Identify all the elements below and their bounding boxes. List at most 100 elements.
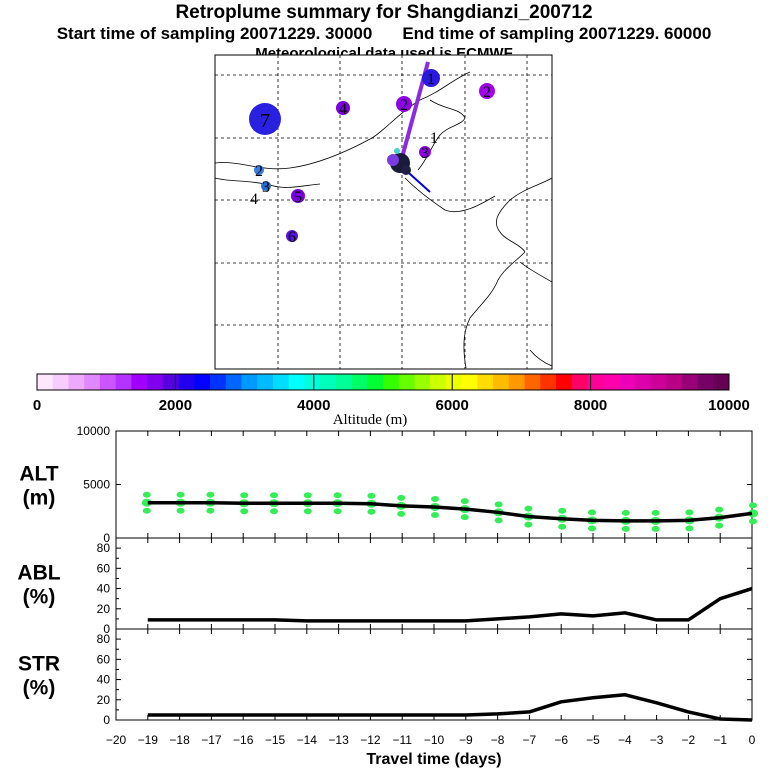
alt-scatter-point bbox=[333, 508, 342, 515]
colorbar-segment bbox=[430, 374, 447, 390]
alt-scatter-point bbox=[715, 506, 724, 513]
alt-scatter-point bbox=[749, 518, 757, 525]
y-tick-label: 20 bbox=[97, 693, 111, 707]
x-tick-label: −17 bbox=[201, 733, 222, 747]
panel-ylabel-unit: (%) bbox=[23, 677, 56, 700]
x-tick-label: −6 bbox=[554, 733, 568, 747]
panel-ylabel-unit: (%) bbox=[23, 586, 56, 609]
alt-scatter-point bbox=[270, 508, 278, 515]
colorbar-segment bbox=[210, 374, 227, 390]
x-tick-label: −3 bbox=[650, 733, 664, 747]
colorbar-segment bbox=[524, 374, 541, 390]
alt-scatter-point bbox=[524, 521, 533, 528]
cluster-label: 2 bbox=[483, 84, 491, 101]
alt-scatter-point bbox=[142, 507, 151, 514]
cluster-dot bbox=[422, 69, 440, 87]
colorbar-segment bbox=[37, 374, 54, 390]
alt-scatter-point bbox=[206, 507, 215, 514]
x-tick-label: −9 bbox=[459, 733, 473, 747]
y-tick-label: 60 bbox=[97, 652, 111, 666]
alt-scatter-point bbox=[748, 509, 758, 518]
release-marker bbox=[387, 154, 399, 166]
cluster-dot bbox=[479, 83, 495, 99]
y-tick-label: 0 bbox=[103, 622, 110, 636]
y-tick-label: 0 bbox=[103, 713, 110, 727]
alt-scatter-point bbox=[270, 492, 278, 499]
y-tick-label: 0 bbox=[103, 531, 110, 545]
map-grid bbox=[215, 55, 552, 369]
x-tick-label: −16 bbox=[233, 733, 254, 747]
cluster-2: 2 bbox=[254, 163, 264, 180]
map-frame bbox=[214, 54, 553, 370]
colorbar-segment bbox=[398, 374, 415, 390]
cluster-2: 2 bbox=[479, 83, 495, 101]
x-tick-label: −12 bbox=[360, 733, 381, 747]
colorbar-segment bbox=[383, 374, 400, 390]
colorbar-segment bbox=[335, 374, 353, 390]
alt-scatter-point bbox=[524, 505, 533, 512]
x-tick-label: −20 bbox=[106, 733, 127, 747]
x-tick-label: −2 bbox=[682, 733, 696, 747]
alt-scatter-point bbox=[142, 491, 151, 498]
colorbar-segment bbox=[225, 374, 242, 390]
alt-scatter-point bbox=[621, 509, 630, 516]
colorbar-segment bbox=[477, 374, 494, 390]
cluster-3: 3 bbox=[261, 179, 271, 196]
alt-scatter-point bbox=[240, 508, 249, 515]
colorbar-tick-label: 2000 bbox=[159, 397, 192, 414]
alt-scatter-point bbox=[621, 525, 630, 532]
cluster-4: 4 bbox=[250, 191, 258, 208]
y-tick-label: 40 bbox=[97, 582, 111, 596]
colorbar-segment bbox=[618, 374, 636, 390]
series-line-str bbox=[147, 692, 753, 722]
alt-scatter-point bbox=[558, 523, 567, 530]
cluster-3: 3 bbox=[419, 145, 431, 162]
colorbar-segment bbox=[650, 374, 667, 390]
panel-frame bbox=[115, 537, 753, 630]
alt-scatter-point bbox=[206, 491, 215, 498]
cluster-2: 2 bbox=[396, 96, 412, 114]
colorbar-segment bbox=[587, 374, 604, 390]
end-time-label: End time of sampling 20071229. 60000 bbox=[402, 24, 712, 43]
alt-scatter-point bbox=[303, 492, 312, 499]
colorbar-segment bbox=[115, 374, 132, 390]
x-tick-label: −14 bbox=[297, 733, 318, 747]
cluster-label: 2 bbox=[400, 97, 408, 114]
colorbar-segment bbox=[68, 374, 85, 390]
alt-scatter-point bbox=[367, 492, 376, 499]
colorbar-segment bbox=[52, 374, 69, 390]
cluster-label: 1 bbox=[427, 71, 435, 88]
y-tick-label: 5000 bbox=[83, 478, 110, 492]
y-tick-label: 20 bbox=[97, 602, 111, 616]
colorbar-segment bbox=[99, 374, 117, 390]
altitude-colorbar: 0 2000 4000 6000 8000 10000 Altitude (m) bbox=[33, 373, 750, 428]
cluster-7: 7 bbox=[249, 103, 281, 135]
colorbar-tick-label: 10000 bbox=[708, 397, 750, 414]
cluster-dot bbox=[286, 230, 298, 242]
cluster-dot bbox=[254, 165, 264, 175]
x-tick-label: −8 bbox=[491, 733, 505, 747]
x-tick-label: 0 bbox=[749, 733, 756, 747]
colorbar-segment bbox=[320, 374, 337, 390]
cluster-label: 7 bbox=[260, 110, 270, 132]
cluster-dot bbox=[261, 181, 271, 191]
cluster-1: 1 bbox=[430, 130, 438, 147]
start-time-label: Start time of sampling 20071229. 30000 bbox=[56, 24, 373, 43]
release-marker bbox=[394, 148, 400, 154]
sampling-times: Start time of sampling 20071229. 30000 En… bbox=[0, 24, 768, 44]
x-tick-label: −13 bbox=[328, 733, 349, 747]
y-tick-label: 80 bbox=[97, 632, 111, 646]
colorbar-segment bbox=[178, 374, 195, 390]
panel-ylabel: ABL bbox=[17, 562, 60, 585]
colorbar-segment bbox=[257, 374, 274, 390]
alt-scatter-point bbox=[460, 498, 469, 505]
colorbar-tick-label: 4000 bbox=[297, 397, 330, 414]
colorbar-segment bbox=[304, 374, 321, 390]
colorbar-segment bbox=[131, 374, 148, 390]
alt-scatter-point bbox=[367, 508, 376, 515]
panel-alt: 10000 5000 0 ALT(m) bbox=[19, 424, 758, 545]
alt-scatter-point bbox=[685, 509, 694, 516]
alt-scatter-point bbox=[588, 525, 596, 532]
